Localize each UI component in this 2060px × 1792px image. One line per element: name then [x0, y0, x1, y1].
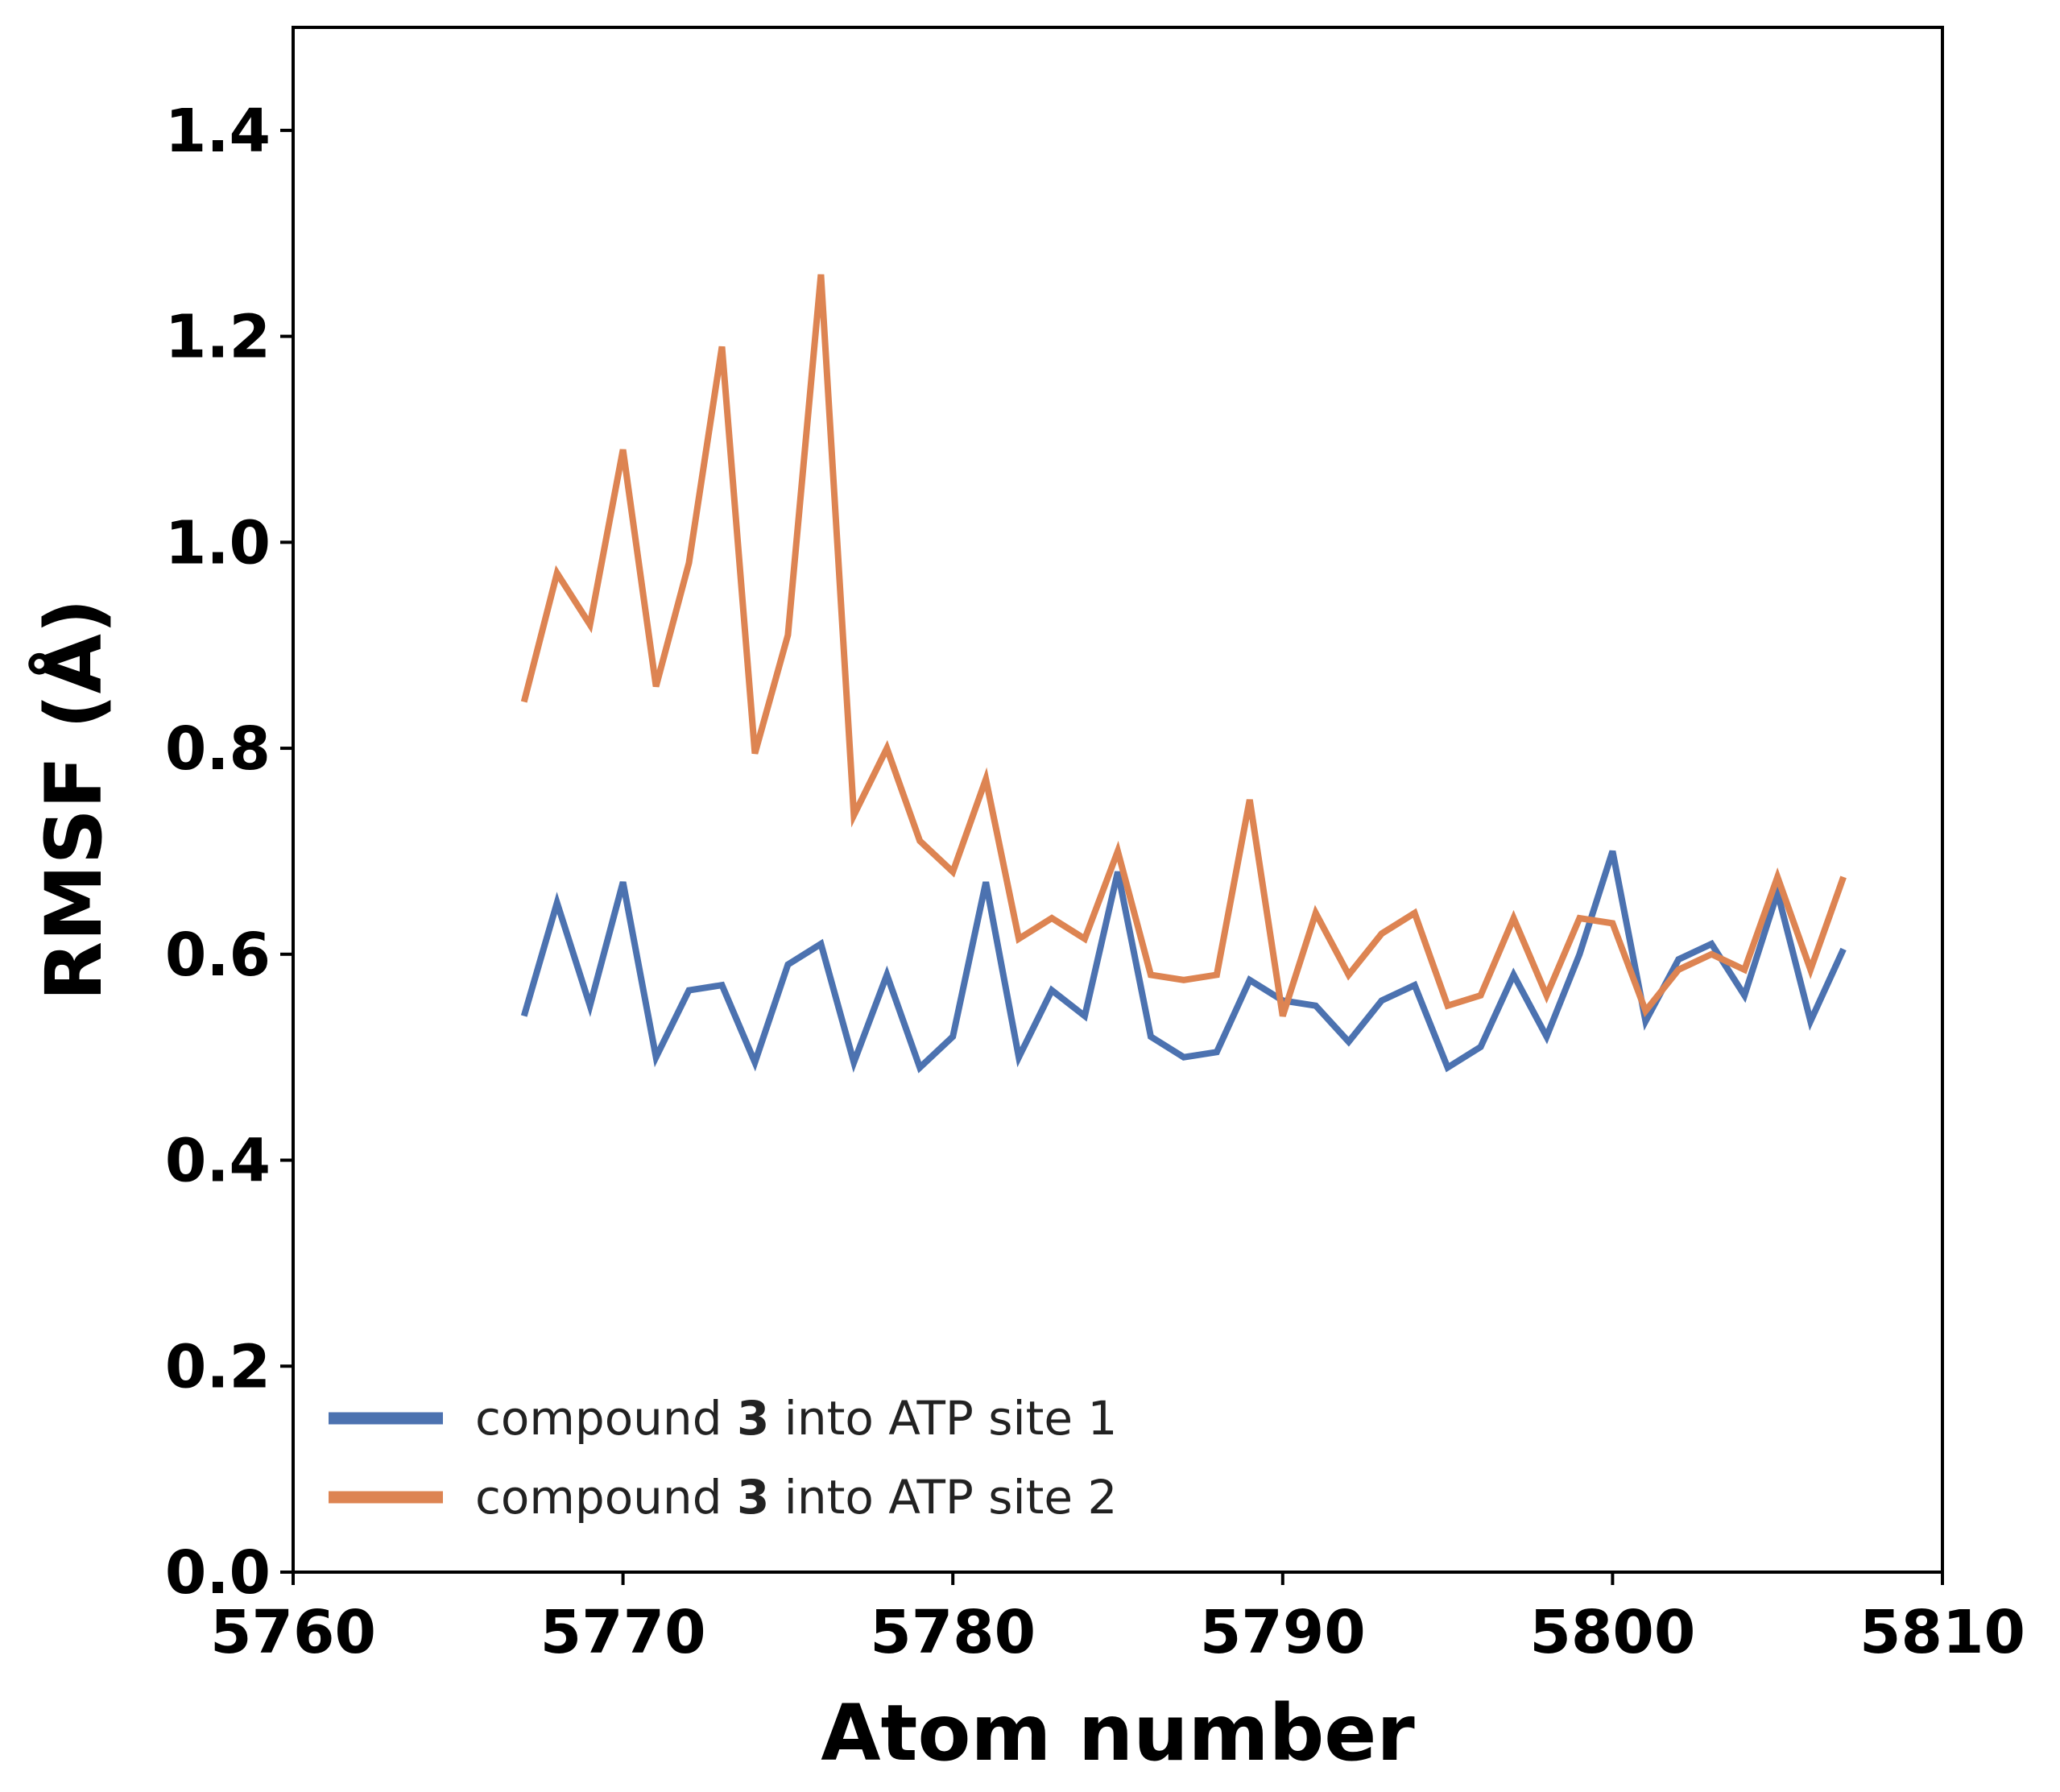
legend-label-site1: compound 3 into ATP site 1	[475, 1391, 1117, 1446]
y-tick-label: 0.0	[165, 1538, 271, 1608]
x-tick-label: 5800	[1529, 1598, 1695, 1667]
x-tick-label: 5780	[870, 1598, 1036, 1667]
y-tick-label: 1.4	[165, 97, 271, 166]
plot-area	[292, 26, 1944, 1574]
y-tick-label: 0.8	[165, 714, 271, 784]
y-axis-label: RMSF (Å)	[28, 598, 119, 1001]
x-tick-label: 5810	[1859, 1598, 2025, 1667]
y-tick-label: 1.0	[165, 508, 271, 577]
legend-label-site2: compound 3 into ATP site 2	[475, 1470, 1117, 1525]
series-layer	[520, 274, 1847, 1074]
legend: compound 3 into ATP site 1 compound 3 in…	[329, 1391, 1117, 1525]
series-line-site2	[520, 274, 1847, 1018]
y-tick-label: 0.2	[165, 1332, 271, 1401]
y-tick-label: 0.4	[165, 1127, 271, 1196]
y-axis-ticks: 0.0 0.2 0.4 0.6 0.8 1.0 1.2 1.4	[165, 97, 293, 1608]
x-axis-label: Atom number	[821, 1688, 1415, 1778]
x-tick-label: 5760	[210, 1598, 376, 1667]
y-tick-label: 0.6	[165, 921, 271, 990]
x-axis-ticks: 5760 5770 5780 5790 5800 5810	[210, 1572, 2025, 1667]
x-tick-label: 5790	[1200, 1598, 1366, 1667]
series-line-site1	[520, 850, 1847, 1074]
y-tick-label: 1.2	[165, 303, 271, 372]
x-tick-label: 5770	[540, 1598, 706, 1667]
